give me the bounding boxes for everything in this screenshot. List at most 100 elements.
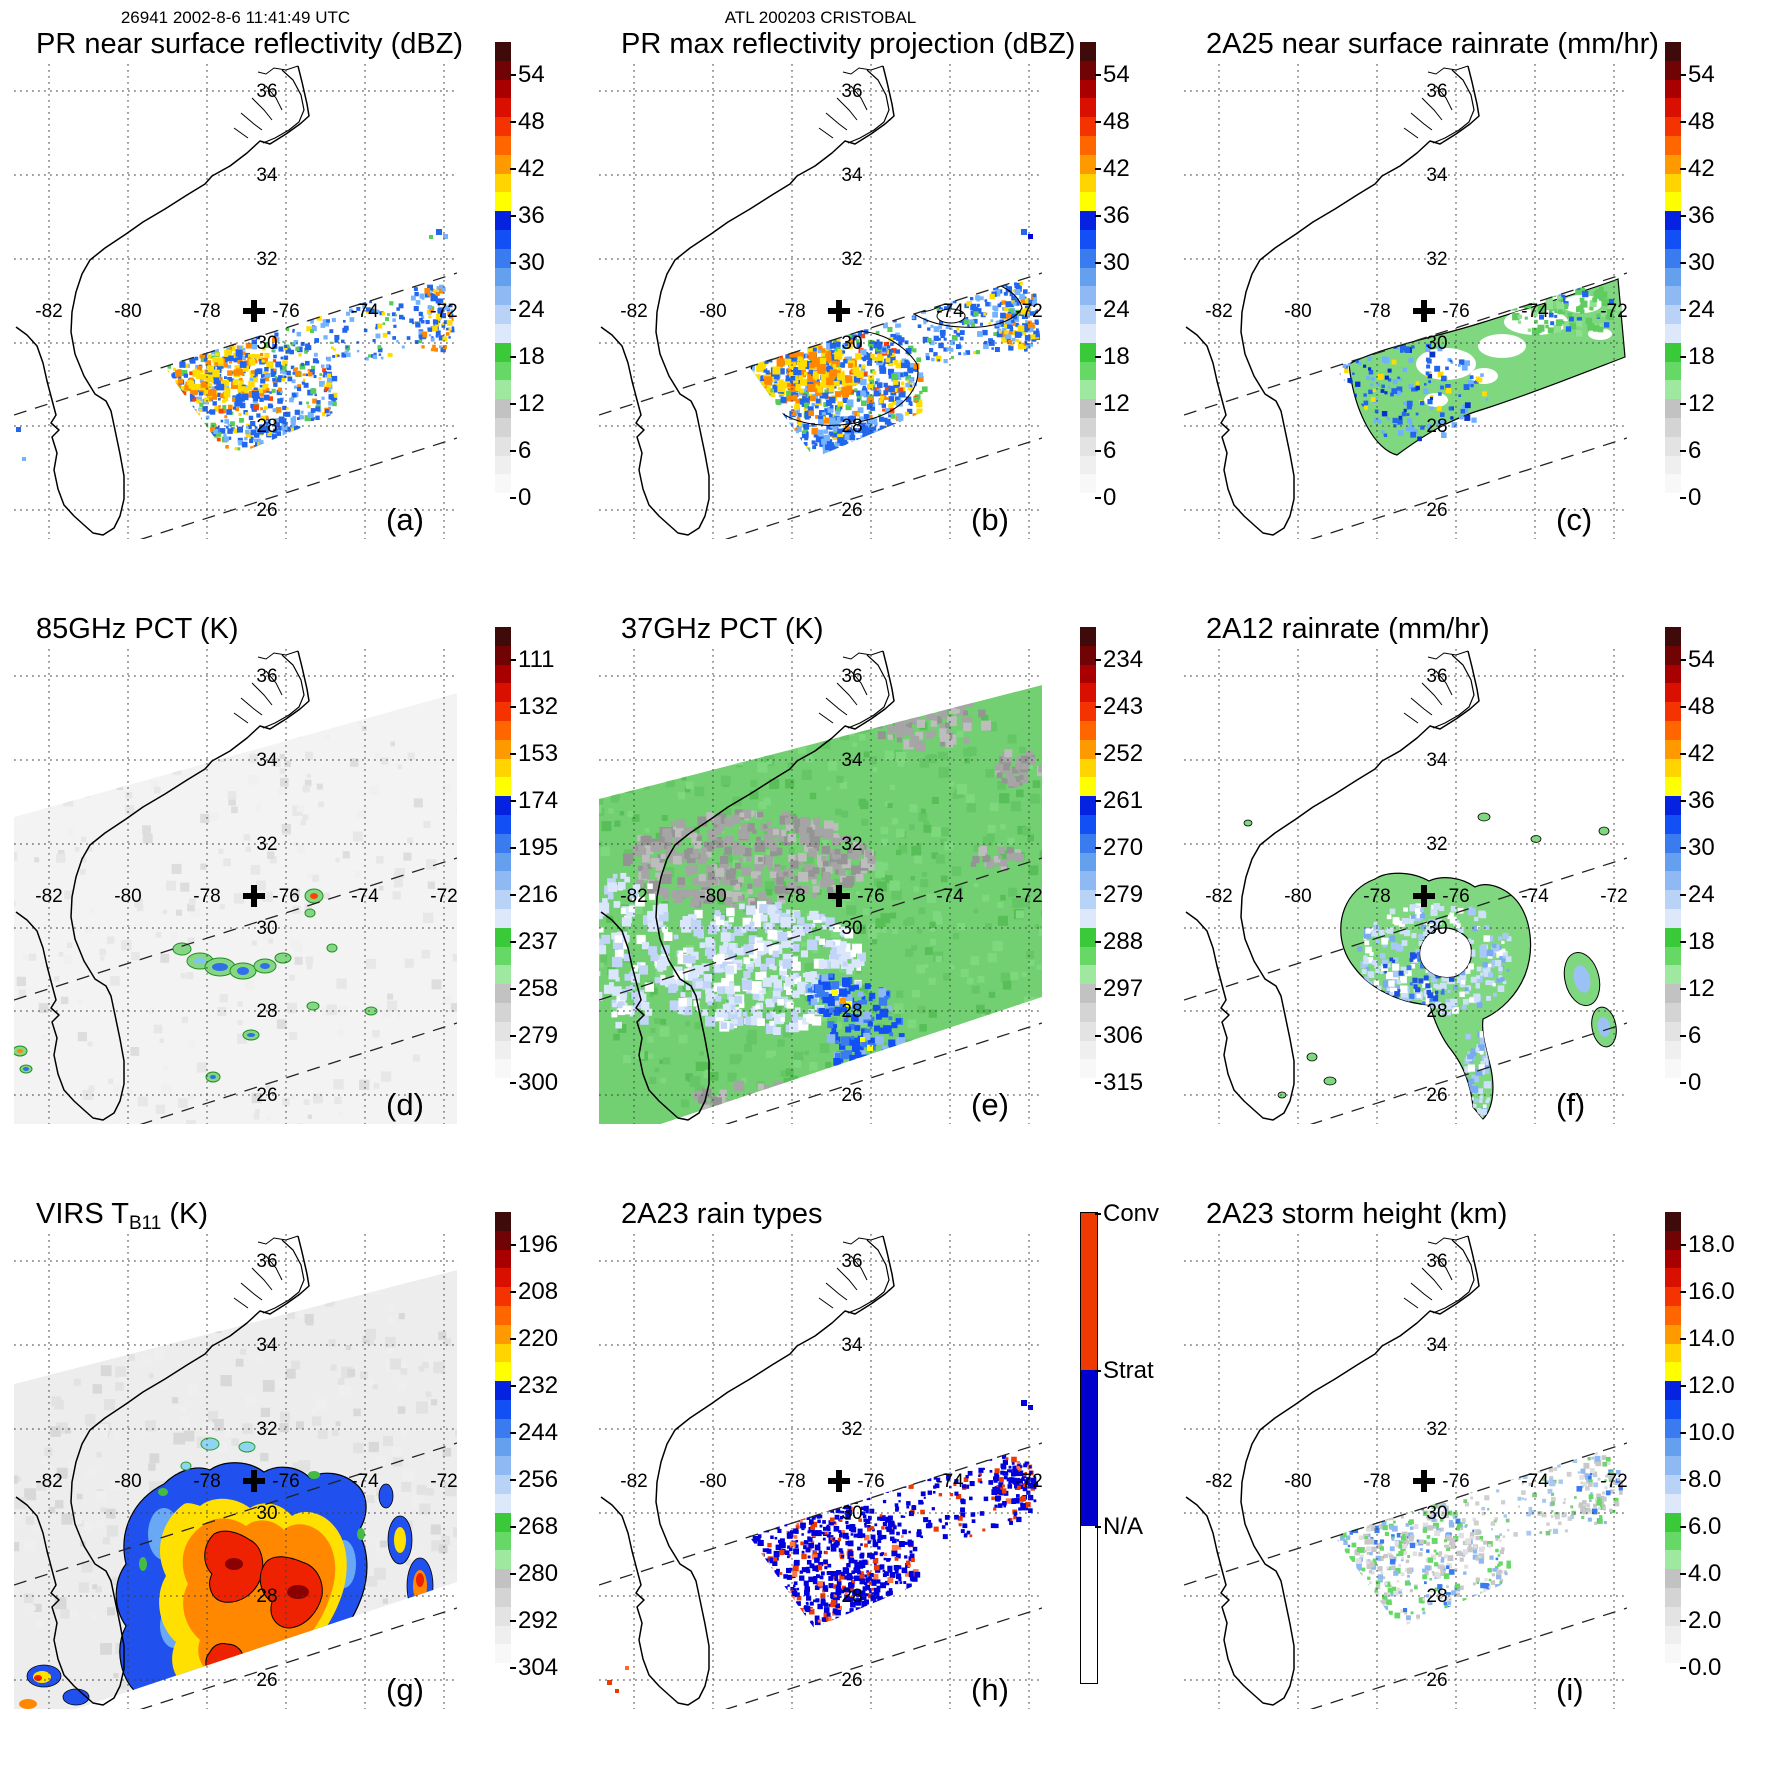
panel-g: VIRS TB11 (K) (g) 196 208 220 232 244 256 268 2… <box>6 1178 591 1763</box>
panel-letter-c: (c) <box>1556 502 1593 537</box>
colorbar-tick-label: 279 <box>1094 880 1144 908</box>
colorbar-i: 18.0 16.0 14.0 12.0 10.0 8.0 6.0 4.0 2.0 0.0 <box>1665 1212 1755 1682</box>
colorbar-tick-label: 243 <box>1094 692 1144 720</box>
map-d <box>14 649 457 1124</box>
panel-title-e: 37GHz PCT (K) <box>621 613 824 645</box>
colorbar-tick-label: 315 <box>1094 1068 1144 1096</box>
panel-a: 26941 2002-8-6 11:41:49 UTC PR near surf… <box>6 8 591 593</box>
colorbar-tick-label: 2.0 <box>1679 1606 1722 1634</box>
colorbar-tick-label: 4.0 <box>1679 1559 1722 1587</box>
colorbar-tick-label: 0 <box>1679 483 1702 511</box>
colorbar-tick-label: 12.0 <box>1680 1371 1735 1399</box>
map-area-b: (b) 54 48 42 36 30 24 18 12 6 0 <box>599 42 1176 539</box>
colorbar-tick-label: 54 <box>510 60 545 88</box>
panel-title-b: PR max reflectivity projection (dBZ) <box>621 28 1076 60</box>
colorbar-tick-label: 48 <box>510 107 545 135</box>
colorbar-f: 54 48 42 36 30 24 18 12 6 0 <box>1665 627 1755 1097</box>
colorbar-tick-label: 220 <box>509 1324 559 1352</box>
colorbar-tick-label: 30 <box>1095 248 1130 276</box>
colorbar-scale <box>495 1212 511 1682</box>
colorbar-tick-label: 42 <box>1680 739 1715 767</box>
colorbar-tick-label: 196 <box>509 1230 559 1258</box>
colorbar-tick-label: 42 <box>1680 154 1715 182</box>
map-g <box>14 1234 457 1709</box>
colorbar-e: 234 243 252 261 270 279 288 297 306 315 <box>1080 627 1170 1097</box>
colorbar-tick-label: 304 <box>509 1653 559 1681</box>
colorbar-tick-label: 268 <box>509 1512 559 1540</box>
panel-title-f: 2A12 rainrate (mm/hr) <box>1206 613 1490 645</box>
colorbar-category-label: N/A <box>1094 1513 1144 1541</box>
colorbar-b: 54 48 42 36 30 24 18 12 6 0 <box>1080 42 1170 512</box>
colorbar-scale <box>1665 42 1681 512</box>
colorbar-category-label: Conv <box>1094 1200 1160 1227</box>
colorbar-tick-label: 10.0 <box>1680 1418 1735 1446</box>
colorbar-tick-label: 292 <box>509 1606 559 1634</box>
panel-h: 2A23 rain types (h) Conv Strat N/A <box>591 1178 1176 1763</box>
map-area-c: (c) 54 48 42 36 30 24 18 12 6 0 <box>1184 42 1761 539</box>
colorbar-tick-label: 18 <box>1095 342 1130 370</box>
colorbar-tick-label: 36 <box>1095 201 1130 229</box>
colorbar-tick-label: 42 <box>510 154 545 182</box>
colorbar-tick-label: 261 <box>1094 786 1144 814</box>
panel-header-c <box>1184 8 1627 28</box>
colorbar-tick-label: 258 <box>509 974 559 1002</box>
colorbar-tick-label: 6 <box>509 436 532 464</box>
colorbar-tick-label: 12 <box>510 389 545 417</box>
colorbar-tick-label: 18 <box>1680 342 1715 370</box>
panel-header-e <box>599 593 1042 613</box>
panel-title-g: VIRS TB11 (K) <box>36 1198 209 1234</box>
colorbar-tick-label: 256 <box>509 1465 559 1493</box>
panel-letter-d: (d) <box>386 1087 424 1122</box>
colorbar-tick-label: 30 <box>510 248 545 276</box>
colorbar-tick-label: 12 <box>1680 974 1715 1002</box>
colorbar-d: 111 132 153 174 195 216 237 258 279 300 <box>495 627 585 1097</box>
panel-title-d: 85GHz PCT (K) <box>36 613 239 645</box>
colorbar-tick-label: 54 <box>1095 60 1130 88</box>
colorbar-tick-label: 18.0 <box>1680 1230 1735 1258</box>
map-area-f: (f) 54 48 42 36 30 24 18 12 6 0 <box>1184 627 1761 1124</box>
colorbar-tick-label: 24 <box>1680 295 1715 323</box>
panel-letter-b: (b) <box>971 502 1009 537</box>
colorbar-tick-label: 280 <box>509 1559 559 1587</box>
map-area-d: (d) 111 132 153 174 195 216 237 258 279 300 <box>14 627 591 1124</box>
colorbar-tick-label: 36 <box>1680 201 1715 229</box>
orbit-time-header: 26941 2002-8-6 11:41:49 UTC <box>120 8 351 27</box>
colorbar-tick-label: 232 <box>509 1371 559 1399</box>
colorbar-scale <box>1665 627 1681 1097</box>
panel-letter-a: (a) <box>386 502 424 537</box>
colorbar-tick-label: 16.0 <box>1680 1277 1735 1305</box>
map-f <box>1184 649 1627 1124</box>
colorbar-tick-label: 297 <box>1094 974 1144 1002</box>
colorbar-tick-label: 48 <box>1680 107 1715 135</box>
colorbar-scale <box>1665 1212 1681 1682</box>
panel-header-h <box>599 1178 1042 1198</box>
colorbar-tick-label: 24 <box>1095 295 1130 323</box>
map-area-h: (h) Conv Strat N/A <box>599 1201 1176 1709</box>
colorbar-tick-label: 208 <box>509 1277 559 1305</box>
panel-title-a: PR near surface reflectivity (dBZ) <box>36 28 464 60</box>
colorbar-tick-label: 0.0 <box>1679 1653 1722 1681</box>
colorbar-tick-label: 195 <box>509 833 559 861</box>
colorbar-scale <box>1080 42 1096 512</box>
colorbar-tick-label: 18 <box>1680 927 1715 955</box>
colorbar-tick-label: 132 <box>509 692 559 720</box>
colorbar-tick-label: 153 <box>509 739 559 767</box>
colorbar-tick-label: 300 <box>509 1068 559 1096</box>
panel-title-h: 2A23 rain types <box>621 1198 823 1230</box>
map-area-i: (i) 18.0 16.0 14.0 12.0 10.0 8.0 6.0 4.0 2.0 0.0 <box>1184 1212 1761 1709</box>
colorbar-tick-label: 24 <box>510 295 545 323</box>
colorbar-tick-label: 270 <box>1094 833 1144 861</box>
colorbar-tick-label: 234 <box>1094 645 1144 673</box>
colorbar-tick-label: 6.0 <box>1679 1512 1722 1540</box>
map-b <box>599 64 1042 539</box>
colorbar-a: 54 48 42 36 30 24 18 12 6 0 <box>495 42 585 512</box>
map-c <box>1184 64 1627 539</box>
colorbar-c: 54 48 42 36 30 24 18 12 6 0 <box>1665 42 1755 512</box>
colorbar-tick-label: 48 <box>1680 692 1715 720</box>
colorbar-tick-label: 244 <box>509 1418 559 1446</box>
colorbar-tick-label: 36 <box>510 201 545 229</box>
colorbar-tick-label: 42 <box>1095 154 1130 182</box>
panel-b: ATL 200203 CRISTOBAL PR max reflectivity… <box>591 8 1176 593</box>
colorbar-tick-label: 288 <box>1094 927 1144 955</box>
